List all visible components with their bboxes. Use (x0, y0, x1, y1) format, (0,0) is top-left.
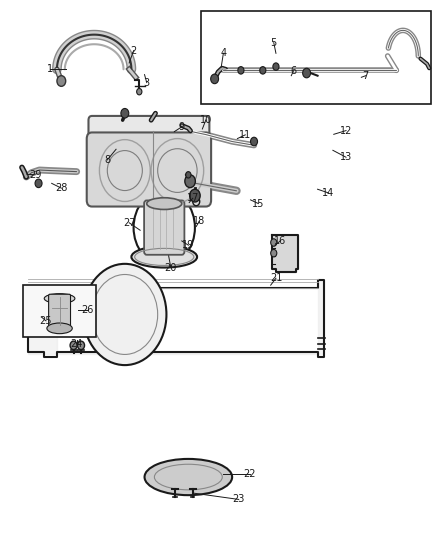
Text: 15: 15 (252, 199, 265, 208)
Text: 11: 11 (239, 130, 251, 140)
Text: 8: 8 (104, 155, 110, 165)
Bar (201, 11, 431, 104)
Text: 2: 2 (131, 46, 137, 55)
Text: 10: 10 (200, 115, 212, 125)
Polygon shape (272, 235, 298, 272)
Text: 13: 13 (340, 152, 352, 162)
Ellipse shape (44, 294, 75, 303)
Circle shape (70, 341, 77, 350)
Text: 18: 18 (193, 216, 205, 226)
Circle shape (137, 88, 142, 95)
Text: 5: 5 (271, 38, 277, 47)
Circle shape (185, 175, 195, 188)
Text: 14: 14 (322, 188, 335, 198)
Text: 26: 26 (81, 305, 94, 315)
Text: 23: 23 (233, 495, 245, 504)
Ellipse shape (47, 323, 72, 334)
Text: 22: 22 (244, 470, 256, 479)
Circle shape (78, 341, 85, 350)
Text: 24: 24 (71, 339, 83, 349)
Text: 7: 7 (363, 71, 369, 80)
Text: 6: 6 (290, 66, 297, 76)
Text: 3: 3 (144, 78, 150, 87)
Circle shape (271, 249, 277, 257)
Circle shape (303, 68, 311, 78)
Circle shape (57, 76, 66, 86)
Text: 16: 16 (274, 236, 286, 246)
Circle shape (211, 74, 219, 84)
Circle shape (273, 63, 279, 70)
Ellipse shape (145, 459, 232, 495)
Ellipse shape (131, 246, 197, 268)
Text: 17: 17 (187, 193, 199, 203)
Circle shape (35, 179, 42, 188)
Circle shape (260, 67, 266, 74)
Circle shape (190, 189, 200, 202)
Text: 9: 9 (179, 122, 185, 132)
Text: 19: 19 (182, 240, 194, 250)
Circle shape (186, 172, 191, 178)
Text: 4: 4 (220, 49, 226, 58)
Text: 27: 27 (123, 218, 135, 228)
Circle shape (83, 264, 166, 365)
Text: 21: 21 (270, 273, 282, 283)
Text: 1: 1 (47, 64, 53, 74)
Text: 28: 28 (55, 183, 67, 193)
Text: 12: 12 (340, 126, 352, 135)
Circle shape (121, 108, 129, 118)
Ellipse shape (147, 198, 182, 209)
FancyBboxPatch shape (88, 116, 209, 146)
Text: 29: 29 (29, 170, 41, 180)
FancyBboxPatch shape (49, 294, 71, 328)
Circle shape (271, 239, 277, 246)
Circle shape (238, 67, 244, 74)
Bar (23, 285, 96, 337)
Text: 20: 20 (165, 263, 177, 272)
Text: 25: 25 (40, 316, 52, 326)
FancyBboxPatch shape (87, 132, 211, 206)
Polygon shape (28, 280, 324, 354)
Circle shape (251, 137, 258, 146)
FancyBboxPatch shape (144, 200, 184, 255)
